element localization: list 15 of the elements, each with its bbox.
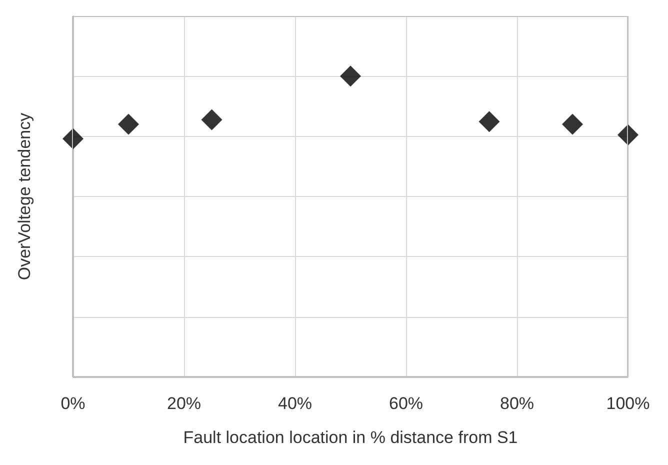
point [118,114,139,135]
x-tick-label: 0% [60,394,86,413]
point [201,109,222,130]
point [478,111,500,132]
x-axis-title: Fault location location in % distance from S1 [183,428,518,447]
y-axis-title: OverVoltege tendency [15,112,34,280]
point [618,124,638,146]
x-tick-label: 100% [606,394,650,413]
x-tick-label: 40% [278,394,312,413]
point [340,66,361,87]
x-tick-label: 60% [388,394,424,413]
x-tick-label: 80% [500,394,534,413]
x-tick-label: 20% [166,394,202,413]
point [62,128,84,150]
point [562,114,583,135]
